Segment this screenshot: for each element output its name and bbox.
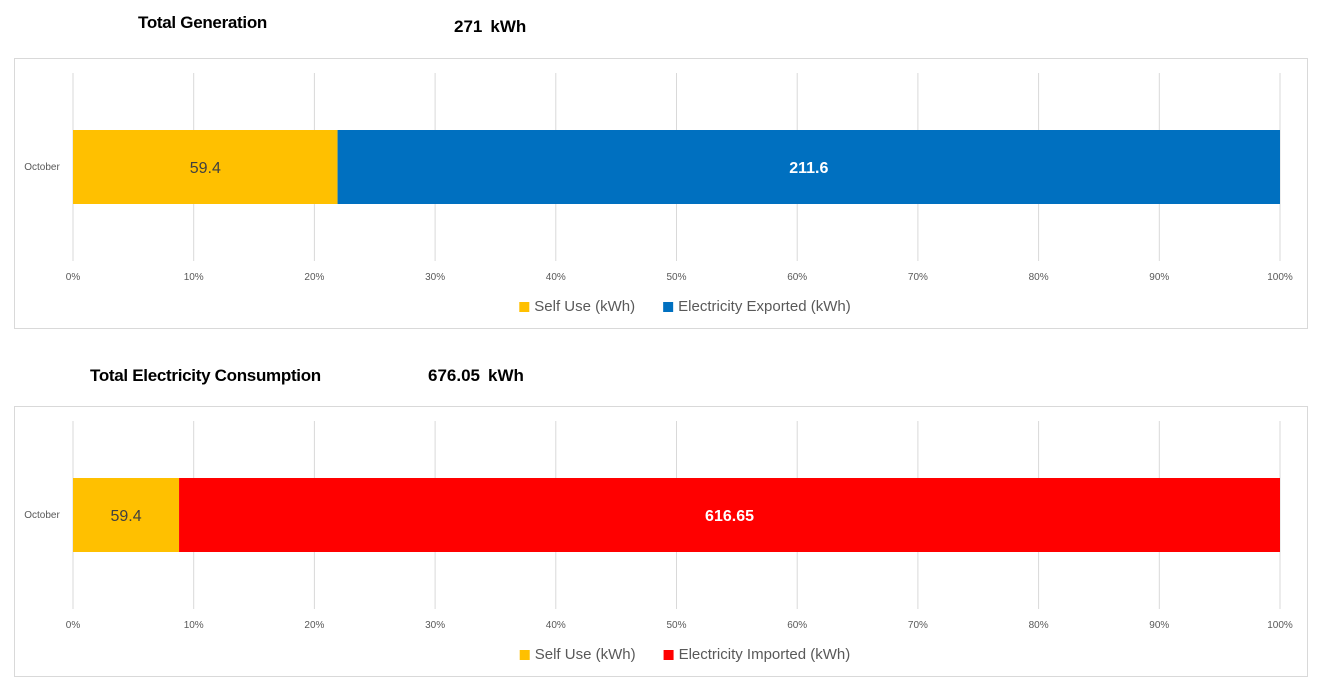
- x-tick-label: 90%: [1149, 272, 1169, 283]
- category-label: October: [24, 510, 60, 521]
- x-tick-label: 70%: [908, 272, 928, 283]
- legend: Self Use (kWh) Electricity Exported (kWh): [519, 298, 851, 315]
- x-tick-label: 50%: [666, 620, 686, 631]
- x-tick-label: 100%: [1267, 620, 1293, 631]
- bar-segment: [73, 130, 338, 204]
- total-unit: kWh: [488, 366, 524, 385]
- x-tick-label: 90%: [1149, 620, 1169, 631]
- legend-swatch: [663, 650, 674, 660]
- legend-item: Electricity Imported (kWh): [663, 646, 851, 663]
- x-tick-label: 10%: [184, 620, 204, 631]
- x-tick-label: 0%: [66, 620, 81, 631]
- x-tick-label: 60%: [787, 272, 807, 283]
- legend-item: Electricity Exported (kWh): [663, 298, 851, 315]
- legend-item: Self Use (kWh): [519, 646, 636, 663]
- x-tick-label: 100%: [1267, 272, 1293, 283]
- legend-swatch: [519, 650, 530, 660]
- total-value: 676.05: [428, 366, 480, 385]
- total-consumption-value: 676.05 kWh: [428, 366, 524, 386]
- bar-segment: [179, 478, 1280, 552]
- legend-label: Electricity Imported (kWh): [679, 646, 851, 663]
- generation-chart-area: 0% 10% 20% 30% 40% 50% 60% 70% 80% 90% 100% October…: [14, 58, 1308, 329]
- x-tick-label: 20%: [304, 272, 324, 283]
- x-tick-label: 30%: [425, 620, 445, 631]
- legend: Self Use (kWh) Electricity Imported (kWh): [519, 646, 851, 663]
- x-tick-label: 20%: [304, 620, 324, 631]
- x-tick-label: 40%: [546, 272, 566, 283]
- legend-label: Electricity Exported (kWh): [678, 298, 851, 315]
- x-tick-label: 10%: [184, 272, 204, 283]
- chart-title: Total Generation: [138, 13, 268, 32]
- x-tick-label: 0%: [66, 272, 81, 283]
- x-tick-label: 50%: [666, 272, 686, 283]
- chart-title: Total Electricity Consumption: [90, 366, 321, 385]
- total-value: 271: [454, 17, 483, 36]
- legend-item: Self Use (kWh): [519, 298, 635, 315]
- data-label: 59.4: [110, 508, 141, 525]
- total-unit: kWh: [490, 17, 527, 36]
- total-generation-value: 271 kWh: [454, 17, 526, 37]
- x-tick-label: 30%: [425, 272, 445, 283]
- bar-segment: [73, 478, 180, 552]
- x-tick-label: 70%: [908, 620, 928, 631]
- legend-swatch: [663, 302, 674, 312]
- legend-label: Self Use (kWh): [534, 298, 635, 315]
- x-tick-label: 80%: [1029, 272, 1049, 283]
- consumption-chart-area: 0% 10% 20% 30% 40% 50% 60% 70% 80% 90% 100% October…: [14, 406, 1308, 677]
- generation-chart: 0% 10% 20% 30% 40% 50% 60% 70% 80% 90% 100% October…: [24, 73, 1293, 315]
- x-tick-label: 40%: [546, 620, 566, 631]
- data-label: 616.65: [705, 508, 754, 525]
- legend-label: Self Use (kWh): [535, 646, 636, 663]
- consumption-chart: 0% 10% 20% 30% 40% 50% 60% 70% 80% 90% 100% October…: [24, 421, 1293, 663]
- category-label: October: [24, 162, 60, 173]
- x-tick-label: 80%: [1029, 620, 1049, 631]
- data-label: 211.6: [789, 160, 828, 177]
- x-tick-label: 60%: [787, 620, 807, 631]
- bar-segment: [337, 130, 1280, 204]
- legend-swatch: [519, 302, 530, 312]
- data-label: 59.4: [190, 160, 221, 177]
